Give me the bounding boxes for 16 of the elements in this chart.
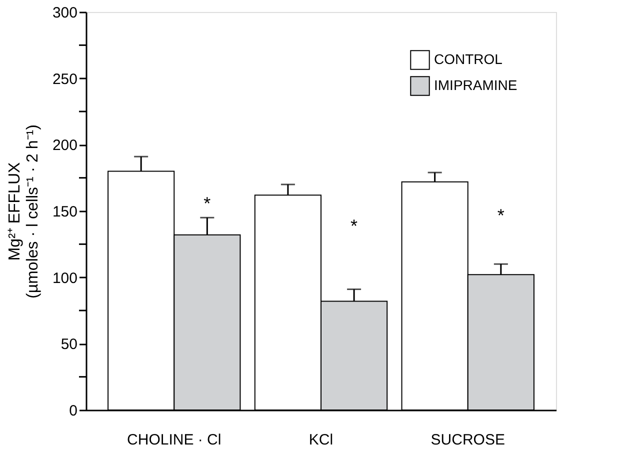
y-tick-label: 200 xyxy=(52,137,78,154)
y-tick-label: 300 xyxy=(52,4,78,22)
y-tick-label: 100 xyxy=(52,270,78,287)
x-tick-label: SUCROSE xyxy=(430,432,505,448)
legend-label: CONTROL xyxy=(434,51,503,67)
legend-label: IMIPRAMINE xyxy=(434,77,518,93)
x-tick-label: KCl xyxy=(308,432,334,448)
x-tick-label: CHOLINE · Cl xyxy=(127,432,222,448)
y-axis-title: Mg²⁺ EFFLUX (µmoles · l cells⁻¹ · 2 h⁻¹) xyxy=(6,124,42,298)
y-tick-label: 150 xyxy=(52,204,78,220)
annotation: * xyxy=(204,193,211,214)
y-tick-label: 250 xyxy=(52,70,78,88)
y-tick-label: 0 xyxy=(69,402,78,420)
annotation: * xyxy=(350,216,358,236)
annotation: * xyxy=(497,205,504,226)
y-tick-label: 50 xyxy=(60,336,78,354)
